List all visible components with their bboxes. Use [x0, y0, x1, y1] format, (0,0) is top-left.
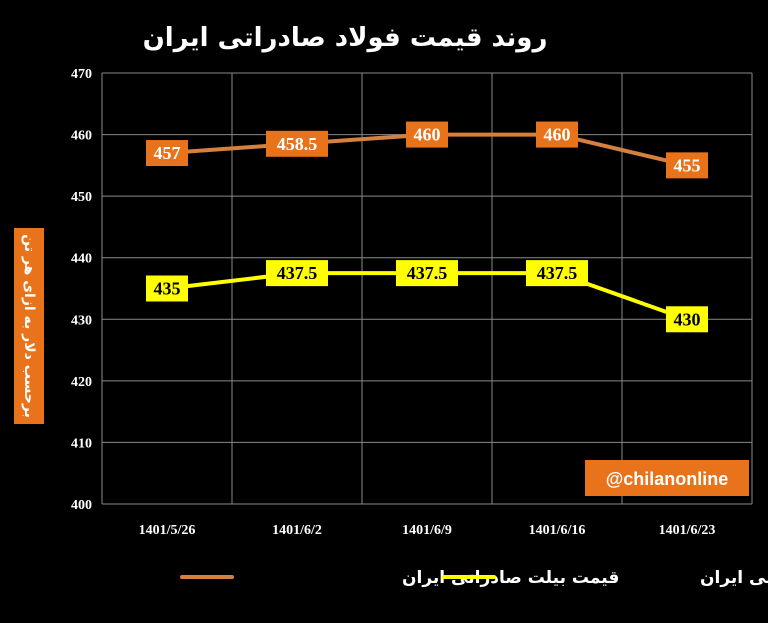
data-label-background — [526, 260, 588, 287]
data-label-background — [666, 306, 708, 333]
data-label-text: 458.5 — [277, 134, 318, 154]
data-label-text: 430 — [674, 309, 701, 329]
watermark-background — [585, 460, 749, 496]
data-label-text: 455 — [674, 155, 701, 175]
data-label: 430 — [666, 306, 708, 333]
data-label: 457 — [146, 140, 188, 167]
data-label-text: 435 — [154, 279, 181, 299]
data-label-text: 437.5 — [277, 263, 318, 283]
data-label-text: 437.5 — [537, 263, 578, 283]
data-label: 437.5 — [396, 260, 458, 287]
legend: قیمت بیلت صادراتی ایران قیمت اسلب صادراتی… — [180, 568, 768, 588]
y-axis-label-background — [14, 228, 44, 424]
data-label: 437.5 — [266, 260, 328, 287]
data-label-background — [266, 130, 328, 157]
y-tick-label: 460 — [71, 129, 92, 144]
data-label-background — [146, 140, 188, 167]
data-labels: 457 458.5 460 460 455 435 437.5 437.5 437.5 430 — [146, 121, 708, 333]
data-label-text: 460 — [414, 125, 441, 145]
data-label-background — [406, 121, 448, 148]
y-axis-label: برحسب دلار به ازای هر تن — [21, 234, 37, 418]
y-tick-label: 470 — [71, 67, 92, 82]
y-axis-label-box: برحسب دلار به ازای هر تن — [14, 228, 44, 424]
y-tick-label: 410 — [71, 436, 92, 451]
watermark-text: @chilanonline — [606, 469, 729, 489]
x-tick-label: 1401/6/23 — [659, 523, 716, 538]
x-tick-label: 1401/6/9 — [402, 523, 452, 538]
y-tick-label: 440 — [71, 252, 92, 267]
data-label: 435 — [146, 275, 188, 302]
data-label: 455 — [666, 152, 708, 179]
data-label-background — [666, 152, 708, 179]
data-label-text: 460 — [544, 125, 571, 145]
data-label: 460 — [536, 121, 578, 148]
data-label: 460 — [406, 121, 448, 148]
y-tick-label: 420 — [71, 375, 92, 390]
grid — [101, 72, 753, 505]
y-tick-label: 450 — [71, 190, 92, 205]
legend-label-1: قیمت بیلت صادراتی ایران — [402, 568, 619, 588]
watermark: @chilanonline — [585, 460, 749, 496]
x-tick-label: 1401/5/26 — [139, 523, 196, 538]
y-axis-ticks: 400 410 420 430 440 450 460 470 — [71, 67, 92, 513]
data-label-background — [146, 275, 188, 302]
y-tick-label: 430 — [71, 313, 92, 328]
data-label-background — [396, 260, 458, 287]
legend-label-2: قیمت اسلب صادراتی ایران — [700, 568, 768, 588]
chart-title: روند قیمت فولاد صادراتی ایران — [143, 23, 548, 53]
x-tick-label: 1401/6/16 — [529, 523, 586, 538]
x-tick-label: 1401/6/2 — [272, 523, 322, 538]
y-tick-label: 400 — [71, 498, 92, 513]
data-label: 437.5 — [526, 260, 588, 287]
data-label-text: 457 — [154, 143, 181, 163]
data-label-background — [266, 260, 328, 287]
data-label-text: 437.5 — [407, 263, 448, 283]
data-label-background — [536, 121, 578, 148]
x-axis-ticks: 1401/5/26 1401/6/2 1401/6/9 1401/6/16 1401/6… — [139, 523, 716, 538]
data-label: 458.5 — [266, 130, 328, 157]
